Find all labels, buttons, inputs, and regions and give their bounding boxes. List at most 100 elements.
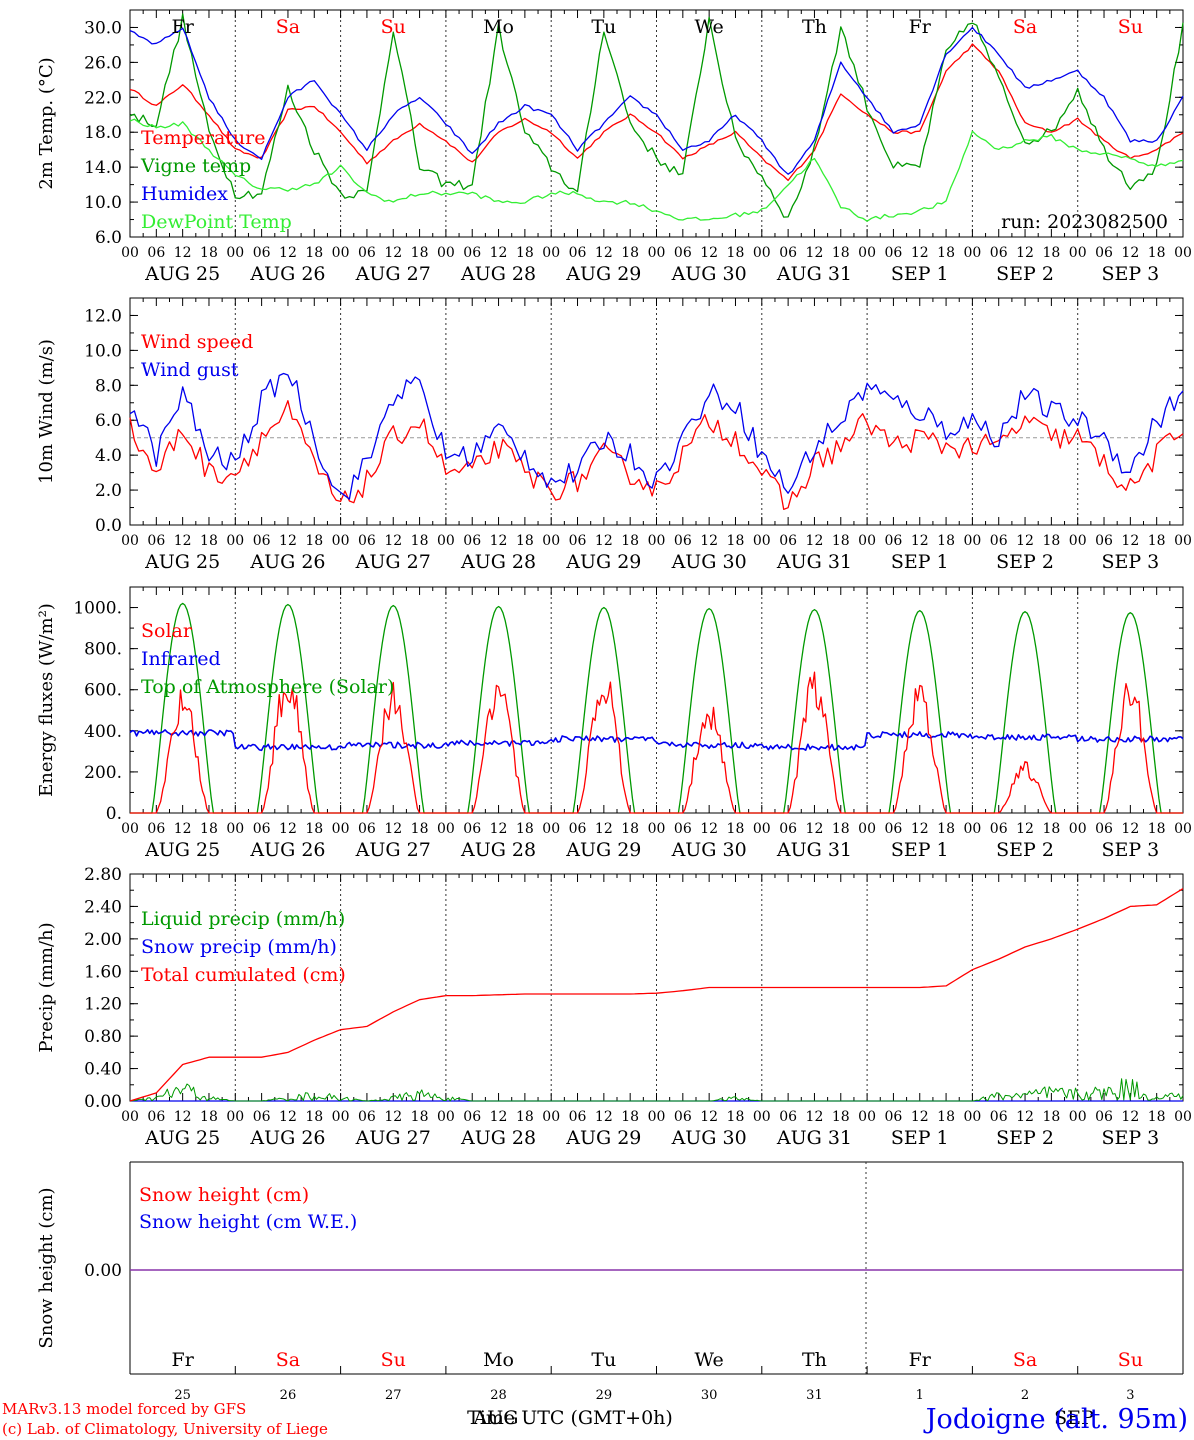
precip-legend-1: Snow precip (mm/h) bbox=[141, 936, 337, 958]
snow-weekday-label: Sa bbox=[276, 1349, 300, 1371]
temp-date-label: AUG 26 bbox=[249, 263, 325, 285]
wind-ytick-label: 4.0 bbox=[95, 446, 122, 466]
energy-hour-label: 18 bbox=[1042, 821, 1060, 837]
snow-weekday-label: Fr bbox=[172, 1349, 195, 1371]
wind-series-1 bbox=[129, 372, 1184, 500]
temp-hour-label: 00 bbox=[1174, 245, 1192, 261]
precip-ytick-label: 2.40 bbox=[84, 897, 122, 917]
precip-hour-label: 06 bbox=[990, 1109, 1008, 1125]
precip-series-0 bbox=[129, 1078, 1184, 1102]
temp-hour-label: 12 bbox=[1016, 245, 1034, 261]
temp-hour-label: 18 bbox=[200, 245, 218, 261]
precip-hour-label: 18 bbox=[305, 1109, 323, 1125]
snow-day-number: 25 bbox=[174, 1388, 191, 1403]
temp-date-label: SEP 2 bbox=[996, 263, 1054, 285]
snow-day-number: 30 bbox=[701, 1388, 718, 1403]
wind-ytick-label: 2.0 bbox=[95, 481, 122, 501]
energy-hour-label: 06 bbox=[1095, 821, 1113, 837]
energy-hour-label: 06 bbox=[674, 821, 692, 837]
energy-hour-label: 00 bbox=[542, 821, 560, 837]
wind-date-label: SEP 1 bbox=[891, 551, 949, 573]
energy-hour-label: 00 bbox=[226, 821, 244, 837]
temp-hour-label: 18 bbox=[1148, 245, 1166, 261]
snow-weekday-label: Mo bbox=[483, 1349, 514, 1371]
energy-legend-2: Top of Atmosphere (Solar) bbox=[141, 676, 394, 698]
temp-series-2 bbox=[129, 26, 1184, 175]
wind-hour-label: 00 bbox=[1174, 533, 1192, 549]
energy-hour-label: 18 bbox=[305, 821, 323, 837]
precip-hour-label: 00 bbox=[437, 1109, 455, 1125]
precip-ytick-label: 0.80 bbox=[84, 1027, 122, 1047]
panel-energy: 00 06 12 18 00 06 12 18 00 06 12 18 00 06 12 18 00 06 12 18… bbox=[36, 586, 1192, 861]
snow-weekday-label: Fr bbox=[909, 1349, 932, 1371]
wind-hour-label: 06 bbox=[1095, 533, 1113, 549]
precip-date-label: AUG 31 bbox=[776, 1127, 852, 1149]
wind-hour-label: 12 bbox=[279, 533, 297, 549]
precip-ytick-label: 0.40 bbox=[84, 1060, 122, 1080]
panel-wind: 00 06 12 18 00 06 12 18 00 06 12 18 00 06 12 18 00 06 12 18… bbox=[36, 297, 1192, 573]
temp-hour-label: 06 bbox=[885, 245, 903, 261]
energy-date-label: SEP 3 bbox=[1101, 839, 1159, 861]
temp-hour-label: 00 bbox=[1069, 245, 1087, 261]
footer: Time UTC (GMT+0h)AUG SEP MARv3.13 model fo… bbox=[2, 1400, 1188, 1438]
precip-hour-label: 00 bbox=[542, 1109, 560, 1125]
wind-hour-label: 12 bbox=[700, 533, 718, 549]
temp-date-label: AUG 29 bbox=[565, 263, 641, 285]
wind-hour-label: 06 bbox=[569, 533, 587, 549]
precip-legend-0: Liquid precip (mm/h) bbox=[141, 908, 345, 930]
temp-series-0 bbox=[129, 43, 1184, 182]
wind-hour-label: 18 bbox=[516, 533, 534, 549]
energy-hour-label: 06 bbox=[569, 821, 587, 837]
temp-hour-label: 12 bbox=[174, 245, 192, 261]
temp-hour-label: 12 bbox=[384, 245, 402, 261]
wind-hour-label: 00 bbox=[226, 533, 244, 549]
wind-hour-label: 00 bbox=[858, 533, 876, 549]
temp-hour-label: 00 bbox=[226, 245, 244, 261]
snow-weekday-label: Th bbox=[802, 1349, 827, 1371]
wind-date-label: AUG 26 bbox=[249, 551, 325, 573]
precip-hour-label: 06 bbox=[358, 1109, 376, 1125]
precip-hour-label: 00 bbox=[1174, 1109, 1192, 1125]
energy-hour-label: 06 bbox=[463, 821, 481, 837]
energy-ytick-label: 0. bbox=[106, 804, 122, 824]
precip-hour-label: 00 bbox=[121, 1109, 139, 1125]
temp-hour-label: 12 bbox=[279, 245, 297, 261]
precip-hour-label: 12 bbox=[384, 1109, 402, 1125]
energy-hour-label: 12 bbox=[700, 821, 718, 837]
energy-ytick-label: 200. bbox=[84, 763, 122, 783]
temp-ytick-label: 22.0 bbox=[84, 88, 122, 108]
temp-date-label: SEP 1 bbox=[891, 263, 949, 285]
energy-hour-label: 06 bbox=[885, 821, 903, 837]
precip-ytick-label: 1.20 bbox=[84, 995, 122, 1015]
temp-frame bbox=[129, 9, 1184, 238]
energy-hour-label: 12 bbox=[490, 821, 508, 837]
temp-legend-3: DewPoint Temp bbox=[141, 211, 292, 233]
precip-hour-label: 18 bbox=[832, 1109, 850, 1125]
temp-hour-label: 00 bbox=[437, 245, 455, 261]
energy-date-label: AUG 26 bbox=[249, 839, 325, 861]
snow-ylabel: Snow height (cm) bbox=[36, 1187, 57, 1348]
precip-date-label: SEP 3 bbox=[1101, 1127, 1159, 1149]
wind-hour-label: 12 bbox=[490, 533, 508, 549]
temp-date-label: AUG 27 bbox=[355, 263, 431, 285]
wind-ytick-label: 10.0 bbox=[84, 341, 122, 361]
wind-hour-label: 18 bbox=[727, 533, 745, 549]
panel-temp: 00 06 12 18 00 06 12 18 00 06 12 18 00 06 12 18 00 06 12 18… bbox=[36, 9, 1192, 285]
precip-hour-label: 18 bbox=[411, 1109, 429, 1125]
wind-date-label: AUG 28 bbox=[460, 551, 536, 573]
wind-hour-label: 18 bbox=[200, 533, 218, 549]
precip-date-label: AUG 26 bbox=[249, 1127, 325, 1149]
energy-hour-label: 06 bbox=[779, 821, 797, 837]
precip-hour-label: 18 bbox=[1148, 1109, 1166, 1125]
temp-hour-label: 12 bbox=[911, 245, 929, 261]
precip-hour-label: 00 bbox=[332, 1109, 350, 1125]
wind-hour-label: 12 bbox=[1016, 533, 1034, 549]
energy-hour-label: 18 bbox=[937, 821, 955, 837]
energy-hour-label: 00 bbox=[1069, 821, 1087, 837]
precip-hour-label: 00 bbox=[648, 1109, 666, 1125]
wind-hour-label: 12 bbox=[806, 533, 824, 549]
precip-hour-label: 12 bbox=[700, 1109, 718, 1125]
precip-series-2 bbox=[129, 888, 1184, 1102]
wind-hour-label: 06 bbox=[147, 533, 165, 549]
